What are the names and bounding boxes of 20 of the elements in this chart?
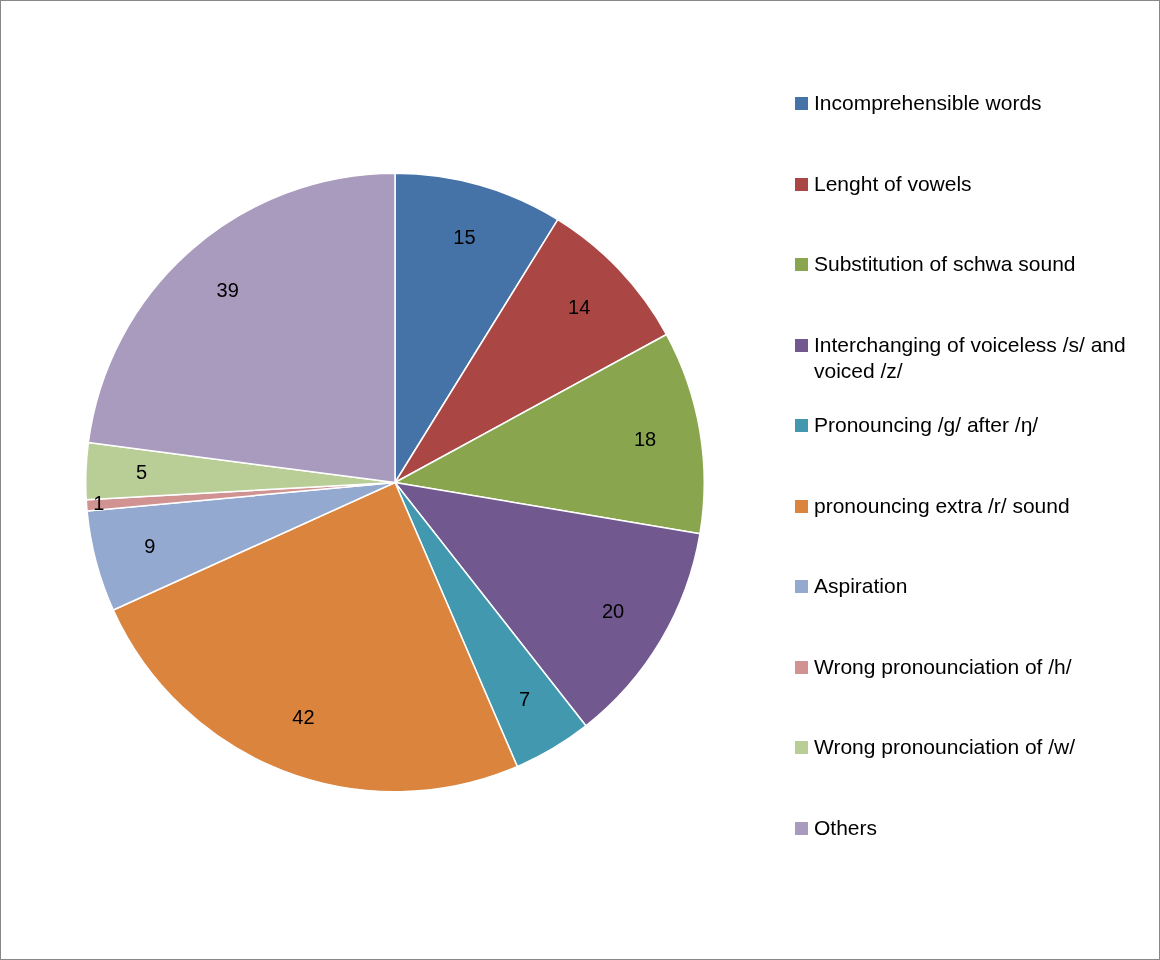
legend-label: Wrong pronounciation of /h/ (814, 653, 1072, 680)
legend-label: Incomprehensible words (814, 90, 1042, 116)
legend-label: Aspiration (814, 573, 908, 599)
data-label: 20 (601, 599, 625, 622)
data-label: 42 (292, 706, 315, 729)
data-label: 15 (453, 226, 476, 249)
data-label: 18 (633, 428, 657, 451)
data-label: 39 (216, 279, 239, 302)
data-label: 7 (518, 688, 531, 711)
legend-label: Interchanging of voiceless /s/ and voiced /z/ (814, 331, 1127, 384)
legend-label: Pronouncing /g/ after /ŋ/ (814, 412, 1039, 438)
legend-label: Wrong pronounciation of /w/ (814, 734, 1076, 760)
data-label: 14 (568, 295, 591, 318)
data-label: 9 (144, 534, 156, 557)
legend-label: Lenght of vowels (814, 170, 972, 197)
data-label: 5 (136, 460, 148, 483)
legend-label: Others (814, 814, 878, 841)
data-label: 1 (93, 491, 105, 514)
legend-label: Substitution of schwa sound (814, 251, 1076, 277)
legend-label: pronouncing extra /r/ sound (814, 492, 1070, 519)
